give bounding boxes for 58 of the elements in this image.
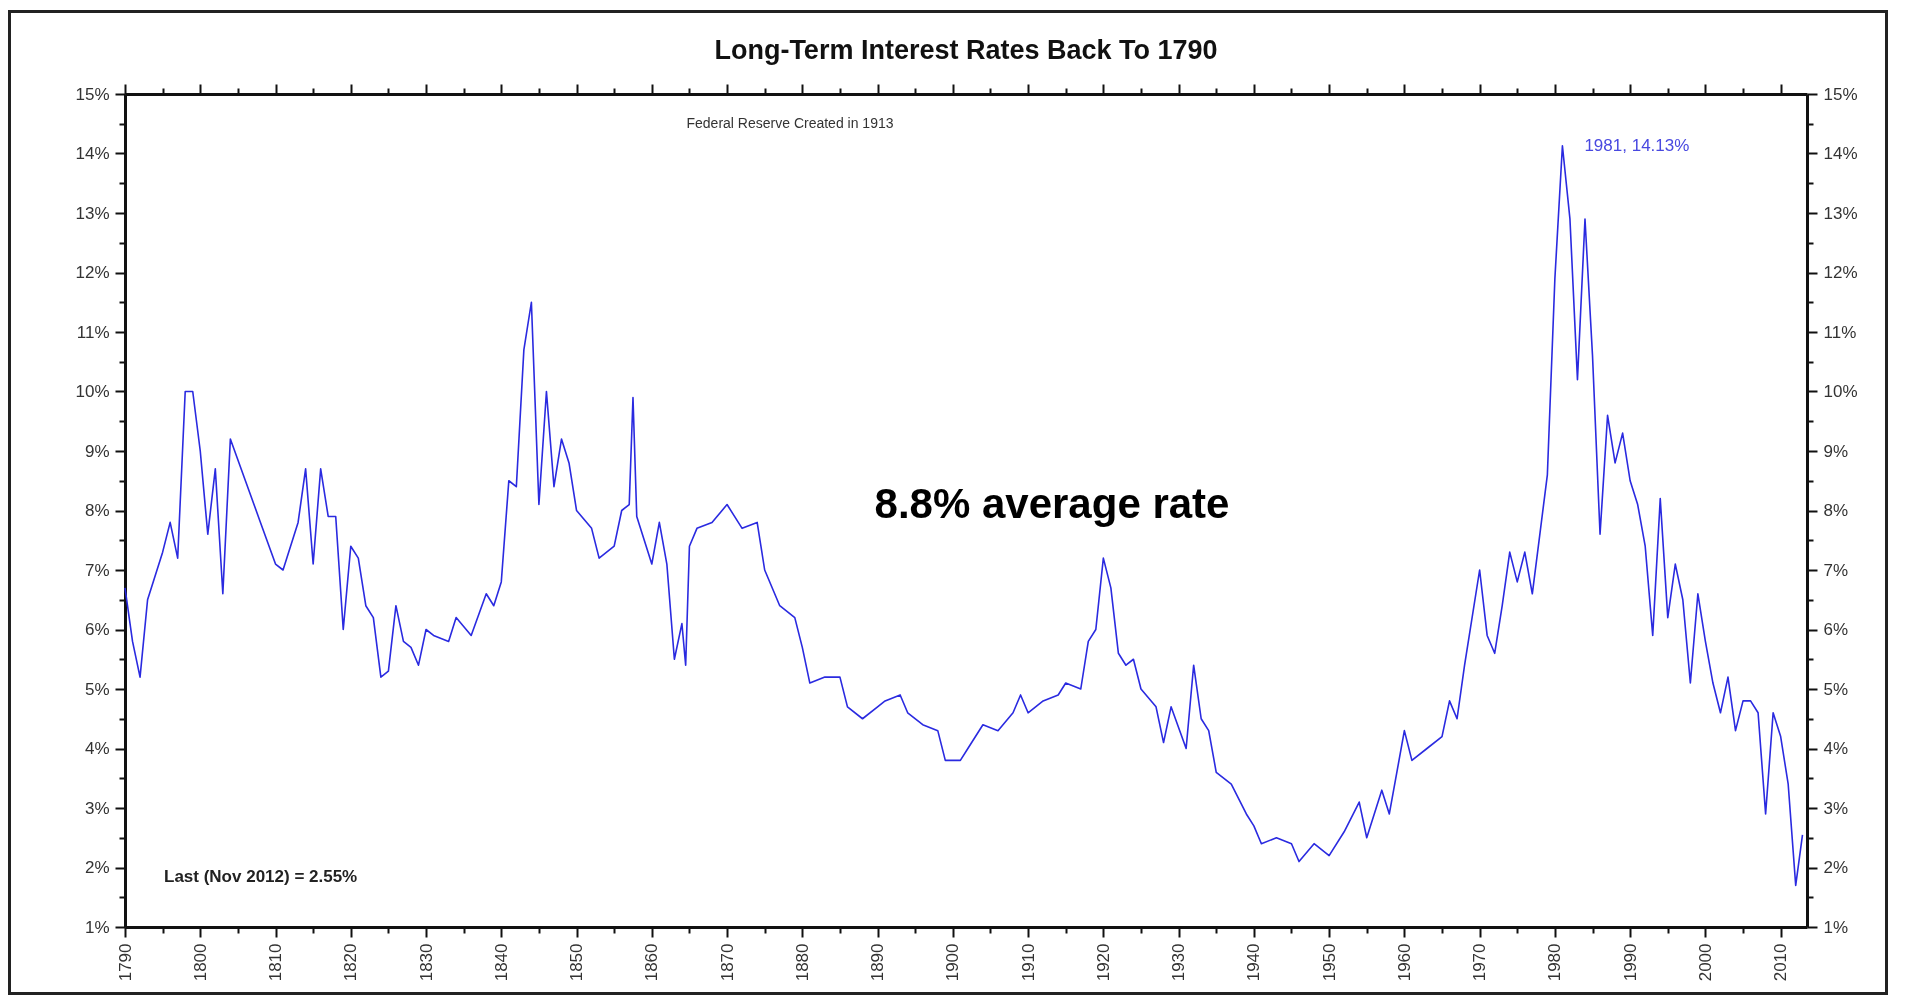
- y2-tick-label: 3%: [1823, 798, 1849, 818]
- annotation: 8.8% average rate: [874, 480, 1230, 527]
- annotation: Last (Nov 2012) = 2.55%: [164, 867, 358, 886]
- y2-tick-label: 2%: [1823, 858, 1849, 877]
- x-tick-label: 1970: [1470, 943, 1490, 982]
- x-tick-label: 1810: [266, 943, 286, 982]
- y-tick-label: 3%: [84, 798, 110, 818]
- x-tick-label: 1950: [1319, 943, 1339, 982]
- y2-tick-label: 1%: [1823, 917, 1849, 937]
- y-tick-label: 14%: [75, 144, 110, 163]
- x-tick-label: 1830: [416, 943, 436, 982]
- y-tick-label: 12%: [75, 263, 110, 282]
- y2-tick-label: 15%: [1823, 84, 1858, 104]
- x-tick-label: 1870: [717, 943, 737, 982]
- x-tick-label: 1940: [1244, 943, 1264, 982]
- x-tick-label: 1960: [1394, 943, 1414, 982]
- y2-tick-label: 13%: [1823, 203, 1858, 223]
- y-tick-label: 5%: [84, 679, 110, 699]
- x-tick-label: 1920: [1093, 943, 1113, 982]
- y-tick-label: 2%: [84, 858, 110, 877]
- y-tick-label: 15%: [75, 84, 110, 104]
- y2-tick-label: 4%: [1823, 739, 1849, 758]
- y2-tick-label: 12%: [1823, 263, 1858, 282]
- y2-tick-label: 8%: [1823, 501, 1849, 520]
- y2-tick-label: 14%: [1823, 144, 1858, 163]
- x-tick-label: 1930: [1169, 943, 1189, 982]
- x-tick-label: 1790: [115, 943, 135, 982]
- x-tick-label: 1850: [567, 943, 587, 982]
- x-tick-label: 1860: [642, 943, 662, 982]
- x-tick-label: 1890: [868, 943, 888, 982]
- y2-tick-label: 6%: [1823, 620, 1849, 639]
- y-tick-label: 10%: [75, 382, 110, 401]
- y2-tick-label: 9%: [1823, 441, 1849, 461]
- x-tick-label: 1910: [1018, 943, 1038, 982]
- x-tick-label: 2000: [1695, 943, 1715, 982]
- x-tick-label: 1980: [1545, 943, 1565, 982]
- y-tick-label: 13%: [75, 203, 110, 223]
- x-tick-label: 1840: [491, 943, 511, 982]
- x-tick-label: 1900: [943, 943, 963, 982]
- y-tick-label: 9%: [84, 441, 110, 461]
- y-tick-label: 4%: [84, 739, 110, 758]
- x-tick-label: 1990: [1620, 943, 1640, 982]
- annotation: 1981, 14.13%: [1584, 135, 1690, 155]
- y-tick-label: 7%: [84, 560, 110, 580]
- y-tick-label: 8%: [84, 501, 110, 520]
- x-tick-label: 1820: [341, 943, 361, 982]
- annotation: Federal Reserve Created in 1913: [686, 115, 894, 131]
- y2-tick-label: 11%: [1823, 322, 1857, 342]
- x-tick-label: 2010: [1771, 943, 1791, 982]
- x-tick-label: 1800: [190, 943, 210, 982]
- y2-tick-label: 10%: [1823, 382, 1858, 401]
- y2-tick-label: 7%: [1823, 560, 1849, 580]
- y-tick-label: 1%: [84, 917, 110, 937]
- x-tick-label: 1880: [792, 943, 812, 982]
- y2-tick-label: 5%: [1823, 679, 1849, 699]
- chart-title: Long-Term Interest Rates Back To 1790: [714, 35, 1218, 65]
- y-tick-label: 11%: [76, 322, 110, 342]
- y-tick-label: 6%: [84, 620, 110, 639]
